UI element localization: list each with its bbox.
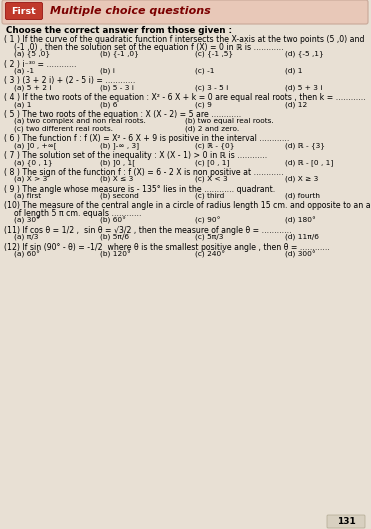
Text: (12) If sin (90° - θ) = -1/2  where θ is the smallest positive angle , then θ = : (12) If sin (90° - θ) = -1/2 where θ is …	[4, 243, 330, 252]
Text: (c) 5π/3: (c) 5π/3	[195, 234, 223, 240]
Text: (a) π/3: (a) π/3	[14, 234, 38, 240]
Text: ( 3 ) (3 + 2 i) + (2 - 5 i) = ............: ( 3 ) (3 + 2 i) + (2 - 5 i) = ..........…	[4, 76, 135, 85]
Text: (d) ℝ - {3}: (d) ℝ - {3}	[285, 142, 325, 149]
Text: First: First	[12, 7, 36, 16]
Text: (d) {-5 ,1}: (d) {-5 ,1}	[285, 51, 324, 57]
Text: (c) X < 3: (c) X < 3	[195, 176, 228, 182]
Text: ( 8 ) The sign of the function f : f (X) = 6 - 2 X is non positive at ..........: ( 8 ) The sign of the function f : f (X)…	[4, 168, 283, 177]
Text: (b) ]0 , 1[: (b) ]0 , 1[	[100, 159, 135, 166]
FancyBboxPatch shape	[2, 0, 368, 24]
Text: (10) The measure of the central angle in a circle of radius length 15 cm. and op: (10) The measure of the central angle in…	[4, 202, 371, 211]
Text: (b) 6: (b) 6	[100, 101, 117, 107]
Text: (a) 60°: (a) 60°	[14, 251, 40, 258]
Text: ( 1 ) If the curve of the quadratic function f intersects the X-axis at the two : ( 1 ) If the curve of the quadratic func…	[4, 35, 364, 44]
Text: Choose the correct answer from those given :: Choose the correct answer from those giv…	[6, 26, 232, 35]
Text: (a) {5 ,0}: (a) {5 ,0}	[14, 51, 50, 57]
Text: (-1 ,0) , then the solution set of the equation f (X) = 0 in ℝ is ............: (-1 ,0) , then the solution set of the e…	[14, 43, 283, 52]
Text: (b) 60°: (b) 60°	[100, 217, 126, 224]
Text: (a) first: (a) first	[14, 193, 41, 199]
Text: (c) ℝ - {0}: (c) ℝ - {0}	[195, 142, 234, 149]
Text: (d) 2 and zero.: (d) 2 and zero.	[185, 125, 239, 132]
Text: (c) 90°: (c) 90°	[195, 217, 220, 224]
Text: (b) X ≤ 3: (b) X ≤ 3	[100, 176, 133, 182]
Text: (b) {-1 ,0}: (b) {-1 ,0}	[100, 51, 139, 57]
Text: (d) 12: (d) 12	[285, 101, 307, 107]
Text: of length 5 π cm. equals ............: of length 5 π cm. equals ............	[14, 209, 141, 218]
Text: Multiple choice questions: Multiple choice questions	[50, 6, 211, 16]
Text: (a) two complex and non real roots.: (a) two complex and non real roots.	[14, 118, 146, 124]
Text: (c) 240°: (c) 240°	[195, 251, 225, 258]
Text: (c) two different real roots.: (c) two different real roots.	[14, 125, 113, 132]
Text: (d) 1: (d) 1	[285, 67, 302, 74]
Text: 131: 131	[336, 517, 355, 526]
Text: (b) second: (b) second	[100, 193, 139, 199]
FancyBboxPatch shape	[327, 515, 365, 528]
Text: (c) -1: (c) -1	[195, 67, 214, 74]
Text: (c) 3 - 5 i: (c) 3 - 5 i	[195, 84, 228, 90]
Text: (a) 30°: (a) 30°	[14, 217, 40, 224]
Text: (a) X > 3: (a) X > 3	[14, 176, 47, 182]
Text: ( 5 ) The two roots of the equation : X (X - 2) = 5 are ............: ( 5 ) The two roots of the equation : X …	[4, 110, 241, 119]
Text: ( 6 ) The function f : f (X) = X² - 6 X + 9 is positive in the interval ........: ( 6 ) The function f : f (X) = X² - 6 X …	[4, 134, 289, 143]
Text: ( 9 ) The angle whose measure is - 135° lies in the ............ quadrant.: ( 9 ) The angle whose measure is - 135° …	[4, 185, 275, 194]
Text: (a) ]0 , +∞[: (a) ]0 , +∞[	[14, 142, 57, 149]
Text: (d) 11π/6: (d) 11π/6	[285, 234, 319, 240]
Text: (d) 180°: (d) 180°	[285, 217, 316, 224]
Text: (c) third: (c) third	[195, 193, 224, 199]
Text: (11) If cos θ = 1/2 ,  sin θ = √3/2 , then the measure of angle θ = ............: (11) If cos θ = 1/2 , sin θ = √3/2 , the…	[4, 226, 292, 235]
Text: (d) X ≥ 3: (d) X ≥ 3	[285, 176, 318, 182]
Text: (c) [0 , 1]: (c) [0 , 1]	[195, 159, 230, 166]
Text: (a) 5 + 2 i: (a) 5 + 2 i	[14, 84, 52, 90]
Text: ( 4 ) If the two roots of the equation : X² - 6 X + k = 0 are equal real roots ,: ( 4 ) If the two roots of the equation :…	[4, 93, 366, 102]
Text: (c) 9: (c) 9	[195, 101, 212, 107]
Text: (a) {0 , 1}: (a) {0 , 1}	[14, 159, 53, 166]
FancyBboxPatch shape	[6, 3, 43, 20]
Text: (b) 120°: (b) 120°	[100, 251, 131, 258]
Text: (b) i: (b) i	[100, 67, 115, 74]
Text: (b) 5π/6: (b) 5π/6	[100, 234, 129, 240]
Text: (b) ]-∞ , 3]: (b) ]-∞ , 3]	[100, 142, 139, 149]
Text: (a) 1: (a) 1	[14, 101, 32, 107]
Text: (a) -1: (a) -1	[14, 67, 34, 74]
Text: (c) {-1 ,5}: (c) {-1 ,5}	[195, 51, 233, 57]
Text: (d) 300°: (d) 300°	[285, 251, 316, 258]
Text: (d) fourth: (d) fourth	[285, 193, 320, 199]
Text: (b) two equal real roots.: (b) two equal real roots.	[185, 118, 274, 124]
Text: (b) 5 - 3 i: (b) 5 - 3 i	[100, 84, 134, 90]
Text: ( 2 ) i⁻³⁰ = ............: ( 2 ) i⁻³⁰ = ............	[4, 60, 76, 69]
Text: (d) 5 + 3 i: (d) 5 + 3 i	[285, 84, 322, 90]
Text: (d) ℝ - [0 , 1]: (d) ℝ - [0 , 1]	[285, 159, 334, 166]
Text: ( 7 ) The solution set of the inequality : X (X - 1) > 0 in ℝ is ............: ( 7 ) The solution set of the inequality…	[4, 151, 267, 160]
